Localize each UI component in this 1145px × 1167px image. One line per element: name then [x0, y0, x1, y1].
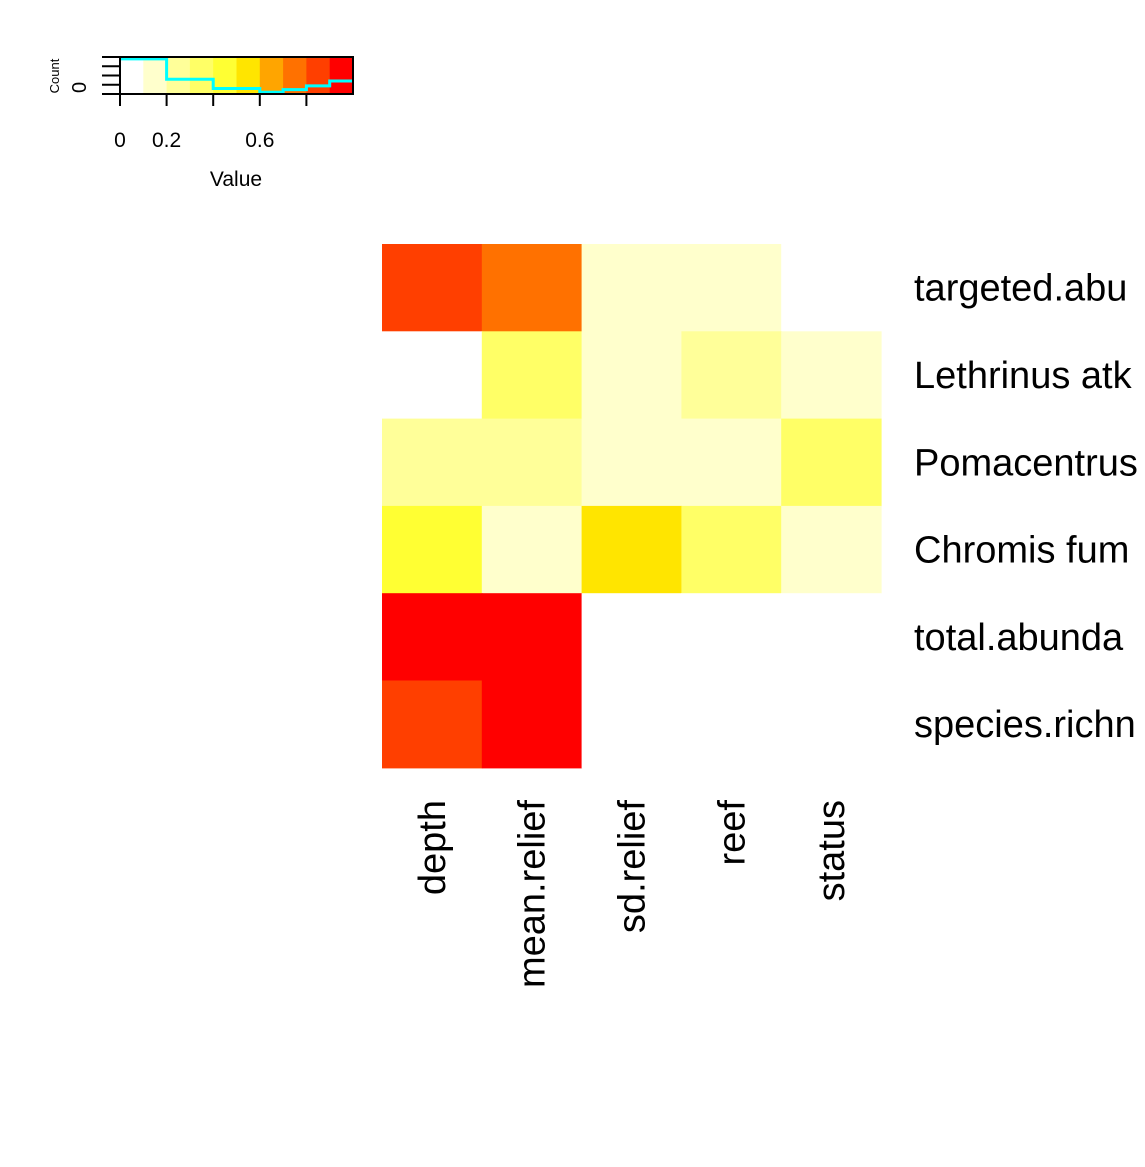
row-label-4: total.abunda	[914, 617, 1124, 659]
color-key-histogram-line	[120, 57, 353, 94]
heatmap-cell-2-3	[681, 418, 782, 507]
row-label-3: Chromis fum	[914, 530, 1129, 572]
color-key: 0 0.2 0.6 0 Count Value	[47, 56, 354, 191]
heatmap-cell-2-0	[382, 418, 483, 507]
color-key-y-label: Count	[47, 58, 62, 93]
color-key-band-0	[120, 57, 144, 94]
heatmap-cell-4-1	[481, 593, 583, 682]
color-key-band-2	[166, 57, 191, 94]
color-key-band-5	[236, 57, 261, 94]
column-label-status: status	[811, 800, 853, 901]
heatmap-cell-2-1	[481, 418, 583, 507]
column-label-reef: reef	[711, 800, 753, 866]
color-key-band-4	[213, 57, 237, 94]
color-key-bands	[120, 57, 354, 94]
color-key-band-3	[189, 57, 214, 94]
heatmap-cell-4-4	[781, 593, 882, 682]
row-label-2: Pomacentrus	[914, 442, 1138, 484]
heatmap-cell-1-1	[481, 331, 583, 420]
row-label-5: species.richn	[914, 704, 1136, 746]
heatmap-cell-5-2	[581, 680, 682, 769]
heatmap-cell-4-0	[382, 593, 483, 682]
heatmap-cell-5-1	[481, 680, 583, 769]
heatmap-cell-3-1	[481, 505, 583, 594]
heatmap-row-labels: targeted.abu Lethrinus atk Pomacentrus Chro…	[914, 268, 1138, 746]
heatmap-cell-2-4	[781, 418, 882, 507]
column-label-mean.relief: mean.relief	[512, 800, 554, 988]
heatmap-cell-0-3	[681, 244, 782, 332]
heatmap-cell-3-0	[382, 505, 483, 594]
color-key-band-6	[259, 57, 284, 94]
heatmap-cell-5-4	[781, 680, 882, 769]
color-key-x-tick-label-1: 0.2	[152, 129, 181, 152]
heatmap-cell-4-2	[581, 593, 682, 682]
heatmap-cell-3-3	[681, 505, 782, 594]
color-key-x-tick-label-0: 0	[114, 129, 126, 152]
row-label-1: Lethrinus atk	[914, 355, 1133, 397]
heatmap-cell-0-1	[481, 244, 583, 332]
heatmap-cell-1-2	[581, 331, 682, 420]
heatmap-cell-0-4	[781, 244, 882, 332]
heatmap-cell-1-4	[781, 331, 882, 420]
color-key-x-label: Value	[210, 168, 262, 191]
color-key-band-7	[283, 57, 307, 94]
heatmap-cell-3-4	[781, 505, 882, 594]
color-key-y-ticks	[102, 56, 121, 95]
heatmap-cells	[382, 244, 882, 769]
color-key-band-1	[143, 57, 167, 94]
color-key-x-tick-label-2: 0.6	[245, 129, 274, 152]
color-key-band-8	[306, 57, 331, 94]
heatmap-cell-0-2	[581, 244, 682, 332]
heatmap-cell-3-2	[581, 505, 682, 594]
heatmap-cell-4-3	[681, 593, 782, 682]
color-key-x-ticks: 0 0.2 0.6	[114, 94, 308, 152]
heatmap-cell-1-3	[681, 331, 782, 420]
heatmap-cell-1-0	[382, 331, 483, 420]
heatmap-cell-2-2	[581, 418, 682, 507]
heatmap-column-labels: depth mean.relief sd.relief reef status	[412, 800, 853, 988]
row-label-0: targeted.abu	[914, 268, 1127, 310]
heatmap-cell-5-3	[681, 680, 782, 769]
column-label-sd.relief: sd.relief	[612, 800, 654, 933]
color-key-y-tick-label: 0	[69, 82, 91, 93]
heatmap-cell-5-0	[382, 680, 483, 769]
column-label-depth: depth	[412, 800, 454, 895]
heatmap-cell-0-0	[382, 244, 483, 332]
color-key-band-9	[329, 57, 354, 94]
